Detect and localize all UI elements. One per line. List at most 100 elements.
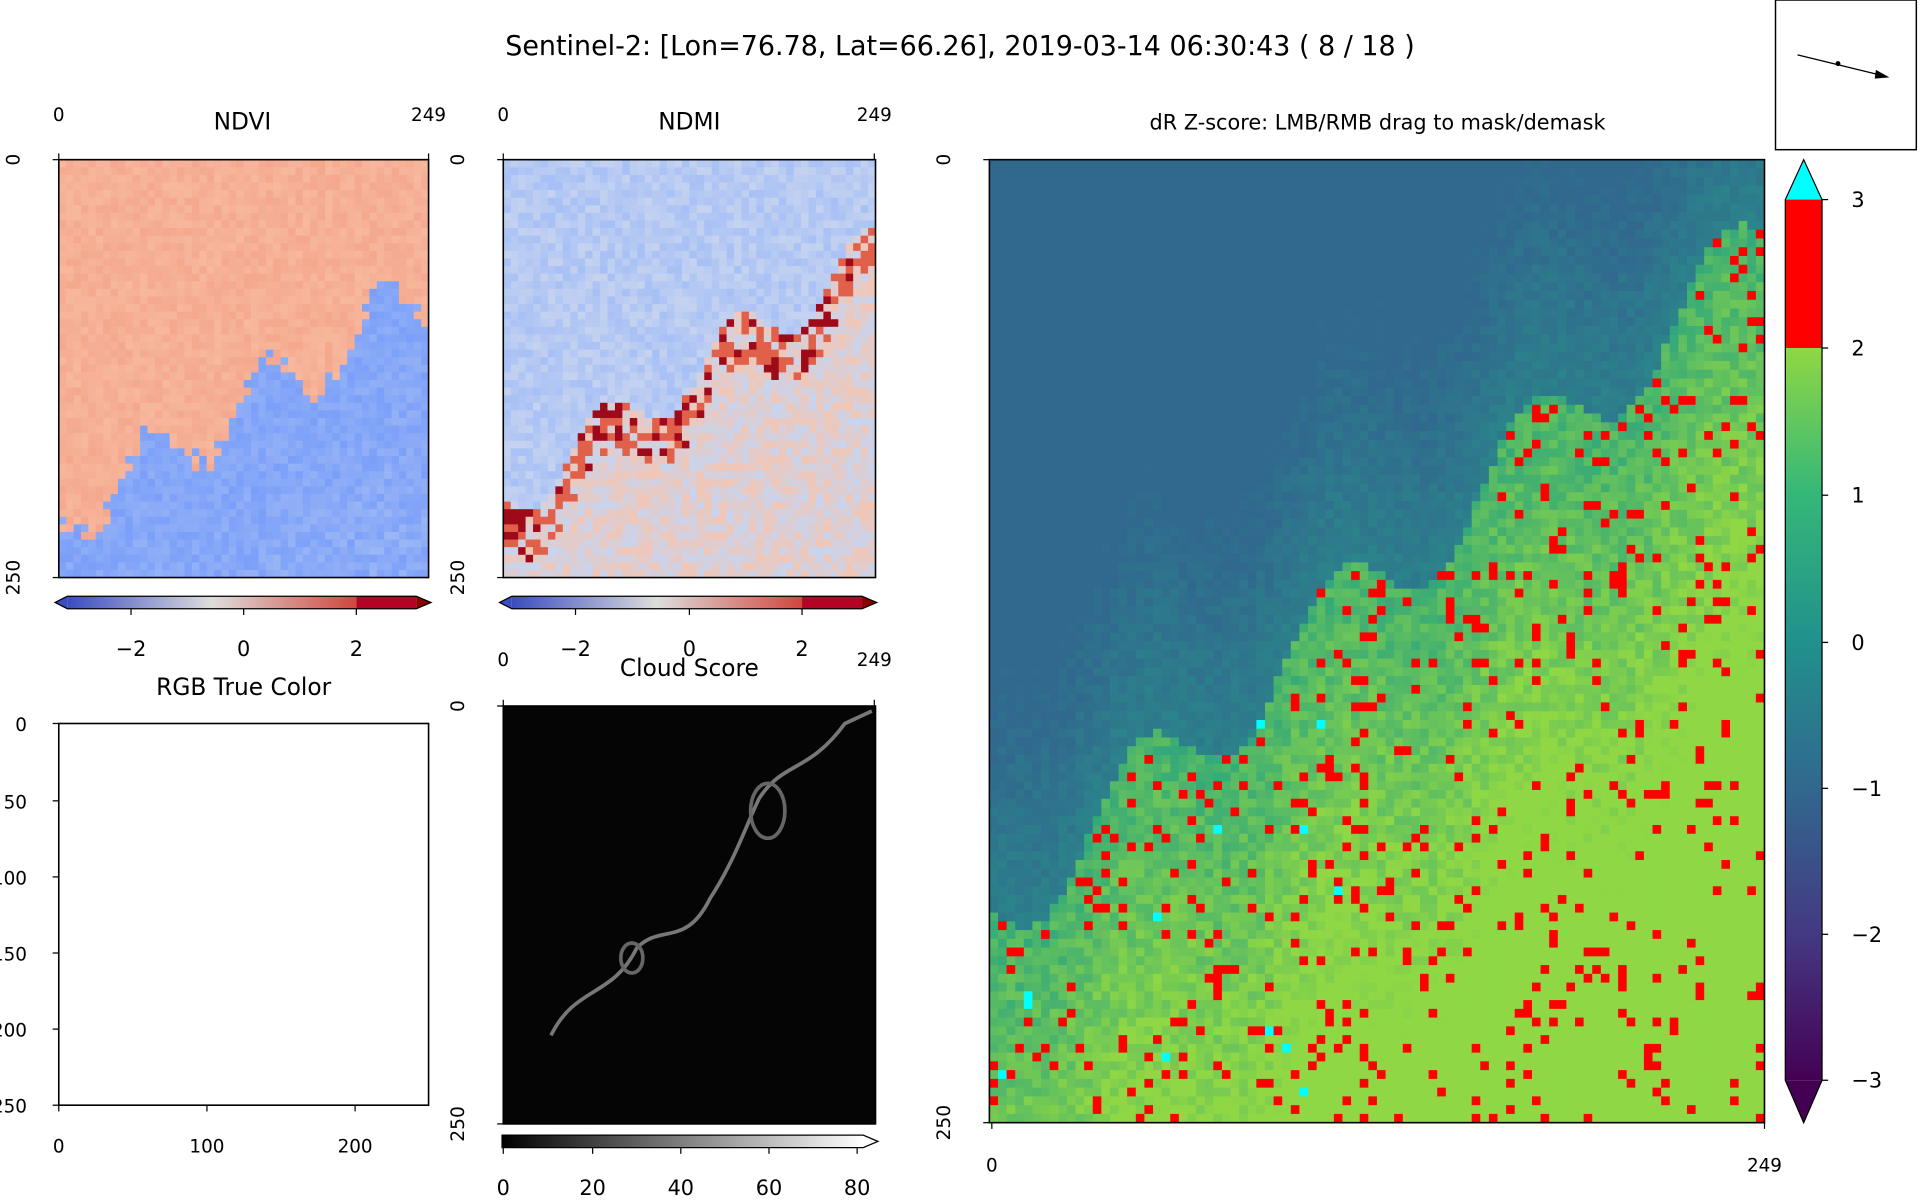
- pixel: [88, 471, 97, 480]
- pixel: [199, 478, 208, 488]
- pixel: [629, 402, 639, 412]
- pixel: [265, 380, 274, 389]
- pixel: [147, 448, 156, 457]
- pixel: [58, 182, 67, 191]
- pixel: [110, 334, 119, 343]
- pixel: [184, 334, 193, 343]
- pixel: [132, 250, 141, 260]
- pixel: [317, 531, 326, 541]
- pixel: [540, 531, 549, 541]
- pixel: [629, 531, 639, 541]
- pixel: [295, 220, 304, 229]
- pixel: [228, 281, 238, 290]
- pixel: [570, 357, 579, 366]
- pixel: [243, 425, 252, 434]
- pixel: [734, 524, 743, 533]
- pixel: [332, 562, 341, 571]
- pixel: [667, 440, 676, 450]
- pixel: [376, 159, 385, 169]
- pixel: [95, 273, 104, 282]
- pixel: [518, 440, 527, 450]
- pixel: [95, 167, 104, 176]
- pixel: [110, 273, 119, 282]
- pixel: [310, 281, 319, 290]
- pixel: [376, 281, 385, 290]
- pixel: [704, 433, 713, 442]
- pixel: [236, 266, 245, 275]
- pixel: [88, 531, 97, 541]
- pixel: [503, 562, 512, 571]
- pixel: [659, 387, 668, 396]
- pixel: [391, 531, 400, 541]
- pixel: [88, 296, 97, 305]
- pixel: [748, 547, 758, 556]
- pixel: [384, 319, 393, 328]
- pixel: [607, 182, 616, 191]
- pixel: [162, 326, 171, 336]
- pixel: [354, 395, 363, 404]
- pixel: [592, 349, 601, 358]
- pixel: [659, 380, 668, 389]
- pixel: [592, 516, 601, 526]
- pixel: [607, 311, 616, 320]
- pixel: [391, 349, 400, 358]
- pixel: [644, 326, 653, 336]
- pixel: [80, 372, 90, 381]
- pixel: [614, 387, 624, 396]
- pixel: [88, 182, 97, 191]
- pixel: [243, 402, 252, 412]
- pixel: [711, 547, 720, 556]
- pixel: [398, 410, 408, 419]
- pixel: [786, 311, 795, 320]
- pixel: [132, 243, 141, 252]
- pixel: [302, 387, 311, 396]
- pixel: [600, 440, 609, 450]
- pixel: [570, 258, 579, 267]
- pixel: [154, 326, 164, 336]
- pixel: [391, 288, 400, 298]
- pixel: [533, 402, 542, 412]
- pixel: [162, 304, 171, 313]
- pixel: [125, 569, 134, 578]
- pixel: [376, 509, 385, 518]
- pixel: [191, 440, 201, 450]
- pixel: [132, 342, 141, 351]
- pixel: [273, 197, 282, 207]
- pixel: [540, 410, 549, 419]
- pixel: [711, 296, 720, 305]
- pixel: [184, 235, 193, 244]
- pixel: [786, 319, 795, 328]
- pixel: [347, 288, 356, 298]
- pixel: [562, 433, 572, 442]
- pixel: [384, 228, 393, 237]
- pixel: [103, 235, 112, 244]
- pixel: [362, 364, 371, 374]
- pixel: [756, 395, 765, 404]
- pixel: [547, 220, 557, 229]
- pixel: [273, 463, 282, 472]
- pixel: [681, 182, 691, 191]
- pixel: [339, 197, 348, 207]
- pixel: [659, 304, 668, 313]
- pixel: [376, 205, 385, 214]
- pixel: [555, 349, 564, 358]
- pixel: [110, 342, 119, 351]
- pixel: [214, 493, 223, 503]
- pixel: [73, 531, 82, 541]
- pixel: [169, 509, 178, 518]
- pixel: [778, 281, 787, 290]
- pixel: [547, 266, 557, 275]
- pixel: [147, 212, 156, 222]
- pixel: [763, 463, 773, 472]
- pixel: [339, 417, 348, 427]
- images: [58, 159, 1765, 1124]
- pixel: [384, 402, 393, 412]
- pixel: [622, 364, 631, 374]
- pixel: [585, 334, 594, 343]
- pixel: [369, 417, 378, 427]
- pixel: [302, 448, 311, 457]
- pixel: [421, 410, 429, 419]
- pixel: [748, 486, 758, 495]
- pixel: [562, 417, 572, 427]
- pixel: [592, 448, 601, 457]
